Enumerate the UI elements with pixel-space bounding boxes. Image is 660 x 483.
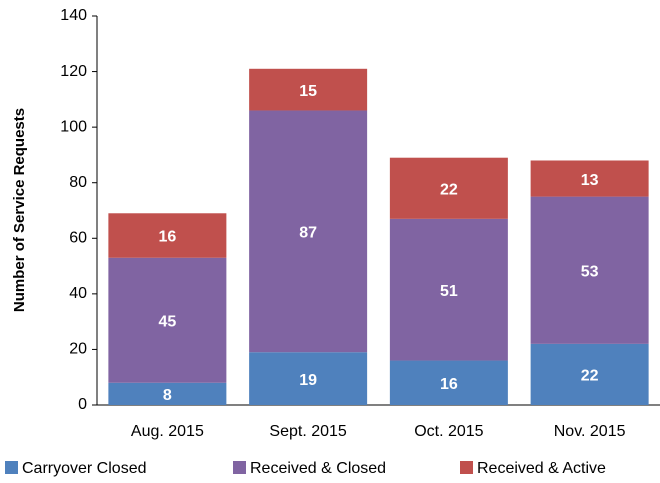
y-tick-label: 100 [60, 118, 87, 135]
bar-segment [389, 157, 508, 219]
y-tick-label: 40 [69, 285, 87, 302]
value-label: 22 [581, 368, 599, 385]
legend-label: Carryover Closed [22, 460, 146, 477]
y-tick-label: 120 [60, 63, 87, 80]
y-tick-label: 140 [60, 7, 87, 24]
x-tick-label: Sept. 2015 [269, 423, 347, 440]
x-tick-label: Nov. 2015 [554, 423, 626, 440]
y-tick-label: 20 [69, 341, 87, 358]
bar-segment [249, 352, 368, 405]
y-tick-label: 60 [69, 230, 87, 247]
value-label: 16 [440, 376, 458, 393]
value-label: 16 [158, 229, 176, 246]
y-tick-label: 80 [69, 174, 87, 191]
bar-segment [530, 160, 649, 197]
bar-segment [249, 68, 368, 111]
value-label: 51 [440, 283, 458, 300]
bar-segment [249, 110, 368, 353]
value-label: 15 [299, 83, 317, 100]
y-axis-label: Number of Service Requests [11, 108, 28, 312]
value-label: 45 [158, 313, 176, 330]
bar-segment [108, 382, 227, 405]
bar-segment [530, 343, 649, 405]
value-label: 53 [581, 263, 599, 280]
legend-swatch [233, 461, 246, 474]
bar-segment [108, 213, 227, 258]
value-label: 8 [163, 387, 172, 404]
legend-swatch [460, 461, 473, 474]
x-tick-label: Oct. 2015 [414, 423, 483, 440]
bar-segment [530, 196, 649, 344]
y-tick-label: 0 [78, 396, 87, 413]
value-label: 13 [581, 172, 599, 189]
bar-segment [108, 257, 227, 383]
bar-segment [389, 218, 508, 361]
x-tick-label: Aug. 2015 [131, 423, 204, 440]
value-label: 87 [299, 225, 317, 242]
legend-label: Received & Active [477, 460, 606, 477]
legend-swatch [5, 461, 18, 474]
legend-label: Received & Closed [250, 460, 386, 477]
value-label: 22 [440, 181, 458, 198]
bar-segment [389, 360, 508, 405]
value-label: 19 [299, 372, 317, 389]
